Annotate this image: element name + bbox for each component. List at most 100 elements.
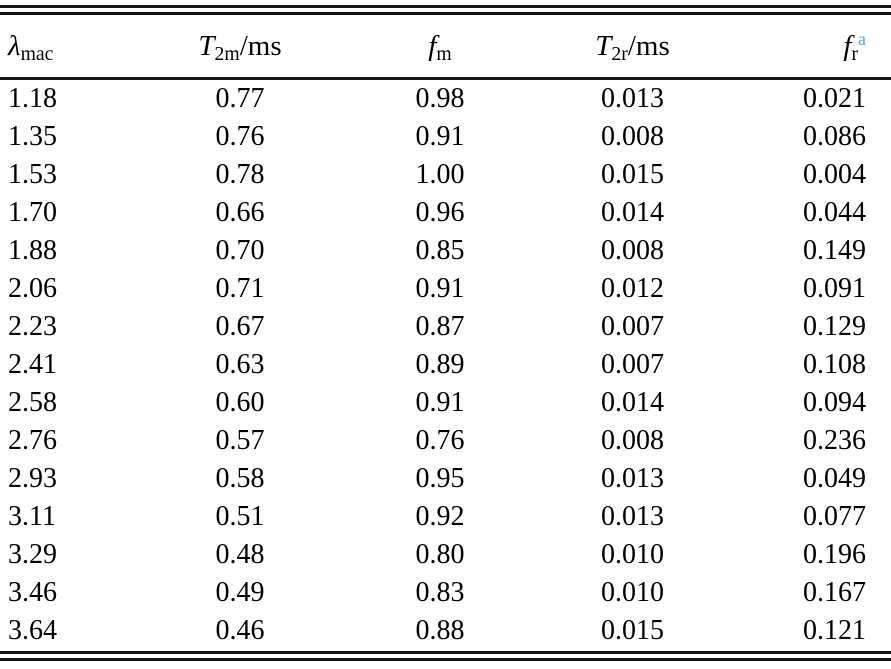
- table-cell: 0.108: [803, 349, 866, 380]
- header-symbol: T: [595, 29, 612, 62]
- table-cell: 0.60: [215, 387, 265, 418]
- table-cell: 0.014: [601, 387, 664, 418]
- table-cell: 1.35: [8, 121, 57, 152]
- table-cell: 0.91: [415, 387, 465, 418]
- table-cell: 0.98: [415, 83, 465, 114]
- table-cell: 0.007: [601, 349, 664, 380]
- table-row: 1.70 0.66 0.96 0.014 0.044: [0, 194, 891, 232]
- table-cell: 0.96: [415, 197, 465, 228]
- table-cell: 0.021: [803, 83, 866, 114]
- header-symbol: f: [428, 29, 437, 62]
- table-cell: 0.91: [415, 273, 465, 304]
- header-subscript: m: [436, 42, 452, 65]
- table-row: 2.23 0.67 0.87 0.007 0.129: [0, 308, 891, 346]
- table-cell: 0.88: [415, 615, 465, 646]
- header-subscript: r: [851, 42, 859, 65]
- table-cell: 0.92: [415, 501, 465, 532]
- col-header-fr: fra: [755, 15, 891, 80]
- table-row: 1.35 0.76 0.91 0.008 0.086: [0, 118, 891, 156]
- table-row: 2.41 0.63 0.89 0.007 0.108: [0, 346, 891, 384]
- table-cell: 3.46: [8, 577, 57, 608]
- table-cell: 0.67: [215, 311, 265, 342]
- table-row: 3.46 0.49 0.83 0.010 0.167: [0, 574, 891, 612]
- table-cell: 0.008: [601, 425, 664, 456]
- header-row: λmac T2m/ms fm T2r/ms fra: [0, 15, 891, 80]
- table-cell: 0.71: [215, 273, 265, 304]
- table-cell: 0.85: [415, 235, 465, 266]
- table-row: 3.64 0.46 0.88 0.015 0.121: [0, 612, 891, 650]
- table-cell: 0.51: [215, 501, 265, 532]
- table-cell: 0.76: [215, 121, 265, 152]
- table-cell: 0.086: [803, 121, 866, 152]
- table-cell: 3.29: [8, 539, 57, 570]
- table-cell: 0.149: [803, 235, 866, 266]
- table-cell: 2.58: [8, 387, 57, 418]
- table-row: 1.18 0.77 0.98 0.013 0.021: [0, 79, 891, 119]
- col-header-fm: fm: [370, 15, 510, 80]
- table-cell: 2.06: [8, 273, 57, 304]
- table-cell: 0.70: [215, 235, 265, 266]
- table-cell: 0.58: [215, 463, 265, 494]
- table-cell: 0.83: [415, 577, 465, 608]
- table-cell: 0.95: [415, 463, 465, 494]
- header-symbol: λ: [8, 29, 21, 62]
- table-cell: 0.013: [601, 501, 664, 532]
- table-cell: 0.013: [601, 463, 664, 494]
- table-cell: 0.66: [215, 197, 265, 228]
- table-cell: 0.077: [803, 501, 866, 532]
- table-header: λmac T2m/ms fm T2r/ms fra: [0, 15, 891, 80]
- table-cell: 0.196: [803, 539, 866, 570]
- table-cell: 0.129: [803, 311, 866, 342]
- table-cell: 1.70: [8, 197, 57, 228]
- header-subscript: mac: [20, 42, 54, 65]
- table-cell: 0.89: [415, 349, 465, 380]
- header-symbol: T: [198, 29, 215, 62]
- table-cell: 0.78: [215, 159, 265, 190]
- table-body: 1.18 0.77 0.98 0.013 0.021 1.35 0.76 0.91 0.008 0…: [0, 79, 891, 651]
- table-cell: 1.88: [8, 235, 57, 266]
- header-subscript: 2m: [214, 42, 240, 65]
- table-cell: 0.007: [601, 311, 664, 342]
- table-cell: 0.004: [803, 159, 866, 190]
- table-cell: 0.012: [601, 273, 664, 304]
- table-cell: 0.121: [803, 615, 866, 646]
- table-cell: 0.236: [803, 425, 866, 456]
- table-cell: 3.64: [8, 615, 57, 646]
- header-unit: /ms: [627, 29, 670, 62]
- table-cell: 1.18: [8, 83, 57, 114]
- col-header-t2r: T2r/ms: [510, 15, 755, 80]
- table-cell: 0.167: [803, 577, 866, 608]
- col-header-t2m: T2m/ms: [110, 15, 370, 80]
- table-row: 3.29 0.48 0.80 0.010 0.196: [0, 536, 891, 574]
- table-cell: 0.77: [215, 83, 265, 114]
- table-cell: 0.044: [803, 197, 866, 228]
- table-cell: 0.91: [415, 121, 465, 152]
- table-cell: 2.23: [8, 311, 57, 342]
- table-cell: 0.014: [601, 197, 664, 228]
- top-double-rule: [0, 5, 891, 15]
- table-cell: 0.008: [601, 235, 664, 266]
- table-cell: 0.010: [601, 577, 664, 608]
- table-row: 2.93 0.58 0.95 0.013 0.049: [0, 460, 891, 498]
- table-cell: 3.11: [8, 501, 56, 532]
- table-cell: 2.76: [8, 425, 57, 456]
- table-cell: 0.008: [601, 121, 664, 152]
- header-unit: /ms: [239, 29, 282, 62]
- table-cell: 0.63: [215, 349, 265, 380]
- bottom-double-rule: [0, 651, 891, 661]
- table-row: 1.53 0.78 1.00 0.015 0.004: [0, 156, 891, 194]
- rule-line: [0, 651, 891, 654]
- table-row: 2.06 0.71 0.91 0.012 0.091: [0, 270, 891, 308]
- header-symbol: f: [843, 29, 852, 62]
- table-cell: 1.00: [415, 159, 465, 190]
- table-row: 3.11 0.51 0.92 0.013 0.077: [0, 498, 891, 536]
- table-cell: 0.010: [601, 539, 664, 570]
- table-cell: 0.49: [215, 577, 265, 608]
- table-cell: 0.091: [803, 273, 866, 304]
- table-row: 2.76 0.57 0.76 0.008 0.236: [0, 422, 891, 460]
- footnote-marker-a: a: [858, 28, 866, 49]
- table-cell: 0.76: [415, 425, 465, 456]
- rule-line: [0, 5, 891, 8]
- table-cell: 0.094: [803, 387, 866, 418]
